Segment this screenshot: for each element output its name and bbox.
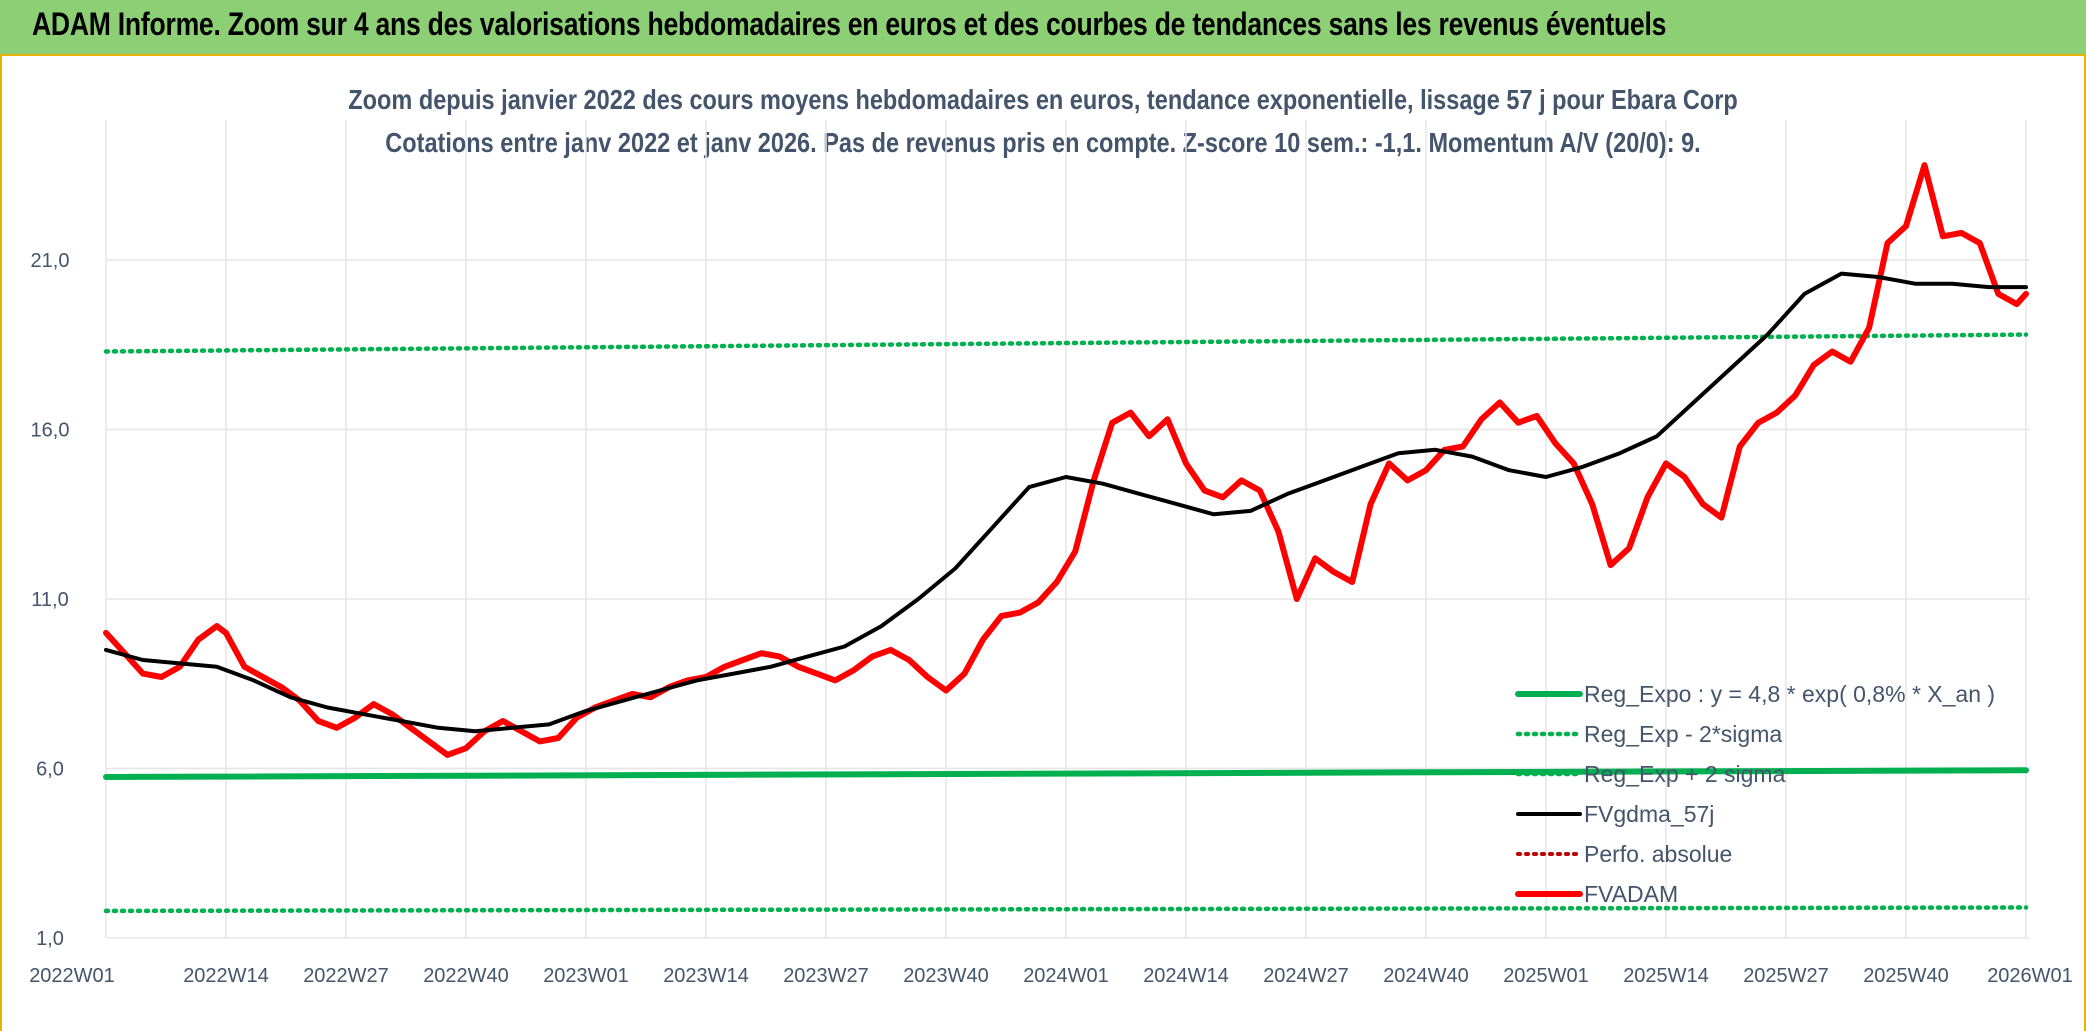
x-tick-label: 2025W40 — [1863, 965, 1949, 987]
x-tick-label: 2025W01 — [1503, 965, 1589, 987]
series-reg-plus-2sigma — [103, 332, 2029, 354]
page-title: ADAM Informe. Zoom sur 4 ans des valoris… — [32, 6, 1667, 42]
series-reg-minus-2sigma — [103, 905, 2029, 914]
legend-label-perfo-absolue: Perfo. absolue — [1584, 841, 1732, 867]
legend-label-fvgdma-57j: FVgdma_57j — [1584, 801, 1714, 827]
chart-title: Zoom depuis janvier 2022 des cours moyen… — [348, 84, 1738, 115]
chart-subtitle: Cotations entre janv 2022 et janv 2026. … — [385, 127, 1701, 158]
chart-area — [0, 56, 2086, 1031]
x-tick-label: 2023W27 — [783, 965, 869, 987]
y-tick-label: 1,0 — [36, 928, 64, 950]
x-tick-label: 2023W40 — [903, 965, 989, 987]
y-tick-label: 11,0 — [31, 589, 68, 611]
series-reg-expo — [103, 767, 2029, 780]
legend-label-reg-minus-2sigma: Reg_Exp - 2*sigma — [1584, 721, 1782, 747]
x-tick-label: 2026W01 — [1987, 965, 2073, 987]
y-tick-label: 16,0 — [31, 420, 70, 442]
y-tick-label: 6,0 — [36, 759, 64, 781]
x-tick-label: 2023W01 — [543, 965, 629, 987]
x-tick-label: 2024W27 — [1263, 965, 1349, 987]
legend-label-reg-expo: Reg_Expo : y = 4,8 * exp( 0,8% * X_an ) — [1584, 681, 1995, 707]
x-tick-label: 2022W40 — [423, 965, 509, 987]
x-tick-label: 2023W14 — [663, 965, 749, 987]
x-tick-label: 2024W14 — [1143, 965, 1229, 987]
legend-label-fvadam: FVADAM — [1584, 881, 1678, 907]
series-fvgdma-57j — [104, 271, 2028, 734]
x-tick-label: 2022W01 — [29, 965, 115, 987]
y-tick-label: 21,0 — [31, 250, 70, 272]
x-tick-label: 2024W01 — [1023, 965, 1109, 987]
x-tick-label: 2024W40 — [1383, 965, 1469, 987]
legend-label-reg-plus-2sigma: Reg_Exp + 2 sigma — [1584, 761, 1786, 787]
x-tick-label: 2022W14 — [183, 965, 269, 987]
x-tick-label: 2025W14 — [1623, 965, 1709, 987]
x-tick-label: 2022W27 — [303, 965, 389, 987]
x-tick-label: 2025W27 — [1743, 965, 1829, 987]
title-banner: ADAM Informe. Zoom sur 4 ans des valoris… — [0, 0, 2086, 56]
series-fvadam — [103, 162, 2029, 758]
